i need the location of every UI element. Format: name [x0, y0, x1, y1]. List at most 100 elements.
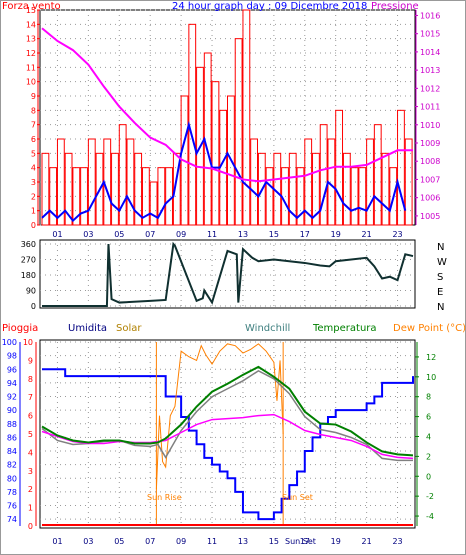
pressure-line	[41, 27, 413, 183]
temp-tick-label: 4	[426, 432, 431, 441]
wind-pressure-lines	[41, 27, 413, 223]
wind-gust-bar	[41, 152, 50, 226]
wind-tick-label: 13	[26, 35, 36, 44]
pressure-tick-label: 1010	[420, 121, 440, 130]
rain-tick-label: 4	[28, 448, 33, 457]
humidity-tick-label: 82	[7, 461, 17, 470]
wind-gust-bar	[319, 124, 328, 226]
rain-tick-label: 9	[28, 356, 33, 365]
compass-label: N	[437, 302, 444, 313]
solar-line	[155, 343, 284, 490]
hour-tick-label: 23	[392, 537, 402, 546]
wind-tick-label: 11	[26, 63, 36, 72]
wind-gust-bar	[72, 167, 81, 226]
wind-gust-bar	[373, 124, 382, 226]
wind-gust-bar	[257, 152, 266, 226]
wind-gust-bar	[118, 124, 127, 226]
wind-gust-bar	[157, 167, 166, 226]
wind-gust-bar	[64, 152, 73, 226]
humidity-tick-label: 92	[7, 393, 17, 402]
direction-tick-label: 0	[31, 302, 36, 311]
humidity-tick-label: 80	[7, 474, 17, 483]
pressure-tick-label: 1013	[420, 66, 440, 75]
temp-tick-label: -2	[426, 492, 434, 501]
pressure-tick-label: 1015	[420, 30, 440, 39]
wind-gust-bar	[49, 167, 58, 226]
wind-tick-label: 3	[31, 178, 36, 187]
rain-tick-label: 0	[28, 522, 33, 531]
compass-label: E	[437, 287, 443, 298]
hour-tick-label: 09	[176, 537, 186, 546]
wind-gust-bar	[234, 38, 243, 226]
hour-tick-label: 21	[362, 230, 372, 239]
compass-label: S	[437, 272, 443, 283]
humidity-tick-label: 78	[7, 488, 17, 497]
solar-label: Solar	[116, 323, 142, 334]
pressure-tick-label: 1008	[420, 157, 440, 166]
temp-tick-label: -4	[426, 512, 434, 521]
temp-tick-label: 10	[426, 373, 436, 382]
hour-axis-bottom: 01 03 05 07 09 11 13 15 17 19 21 23	[52, 537, 402, 546]
wind-gust-bar	[56, 138, 65, 226]
rain-tick-label: 5	[28, 430, 33, 439]
rain-tick-label: 6	[28, 412, 33, 421]
wind-gust-bar	[296, 167, 305, 226]
wind-tick-label: 5	[31, 149, 36, 158]
pressure-axis: 1005 1006 1007 1008 1009 1010 1011 1012 1013 1014…	[415, 10, 440, 225]
wind-gust-bar	[134, 152, 143, 226]
hour-tick-label: 11	[207, 230, 217, 239]
wind-gust-bar	[404, 138, 413, 226]
pressure-tick-label: 1006	[420, 194, 440, 203]
wind-gust-bar	[141, 167, 150, 226]
pressure-tick-label: 1007	[420, 175, 440, 184]
temp-humidity-grid	[40, 341, 415, 526]
humidity-tick-label: 74	[7, 515, 17, 524]
wind-direction-line	[42, 241, 414, 307]
rain-tick-label: 8	[28, 375, 33, 384]
wind-gust-bar	[312, 152, 320, 226]
hour-tick-label: 09	[176, 230, 186, 239]
wind-gust-bar	[227, 95, 235, 226]
hour-tick-label: 19	[331, 230, 341, 239]
direction-tick-label: 360	[21, 240, 36, 249]
wind-tick-label: 1	[31, 207, 36, 216]
wind-gust-bar	[381, 152, 390, 226]
wind-gust-bar	[149, 181, 158, 226]
wind-tick-label: 12	[26, 49, 36, 58]
wind-gust-bar	[366, 138, 374, 226]
hour-tick-label: 03	[83, 537, 93, 546]
pressure-tick-label: 1012	[420, 84, 440, 93]
compass-label: W	[437, 257, 447, 268]
temperature-axis: -4 -2 0 2 4 6 8 10 12	[415, 342, 436, 526]
wind-tick-label: 9	[31, 92, 36, 101]
rain-axis: 0 1 2 3 4 5 6 7 8 9 10	[23, 338, 37, 531]
humidity-tick-label: 90	[7, 406, 17, 415]
wind-gust-bar	[172, 152, 181, 226]
hour-tick-label: 05	[114, 537, 124, 546]
dewpoint-line	[41, 413, 414, 460]
wind-tick-label: 10	[26, 78, 36, 87]
direction-tick-label: 270	[21, 256, 36, 265]
hour-tick-label: 07	[145, 537, 155, 546]
pressure-tick-label: 1016	[420, 11, 440, 20]
hour-tick-label: 17	[300, 230, 310, 239]
humidity-tick-label: 84	[7, 447, 17, 456]
pressure-tick-label: 1014	[420, 48, 440, 57]
hour-tick-label: 07	[145, 230, 155, 239]
dewpoint-label: Dew Point (°C)	[393, 323, 466, 334]
humidity-tick-label: 98	[7, 352, 17, 361]
hour-tick-label: 01	[52, 230, 62, 239]
wind-gust-bar	[95, 152, 104, 226]
wind-gust-bar	[350, 167, 359, 226]
humidity-tick-label: 96	[7, 365, 17, 374]
hour-tick-label: 21	[362, 537, 372, 546]
wind-average-line	[41, 120, 407, 223]
temp-humidity-lines	[41, 342, 414, 526]
wind-gust-bar	[87, 138, 96, 226]
temperature-label: Temperatura	[312, 323, 377, 334]
rain-tick-label: 3	[28, 467, 33, 476]
hour-tick-label: 13	[238, 537, 248, 546]
humidity-tick-label: 88	[7, 420, 17, 429]
wind-gust-bar	[342, 152, 351, 226]
